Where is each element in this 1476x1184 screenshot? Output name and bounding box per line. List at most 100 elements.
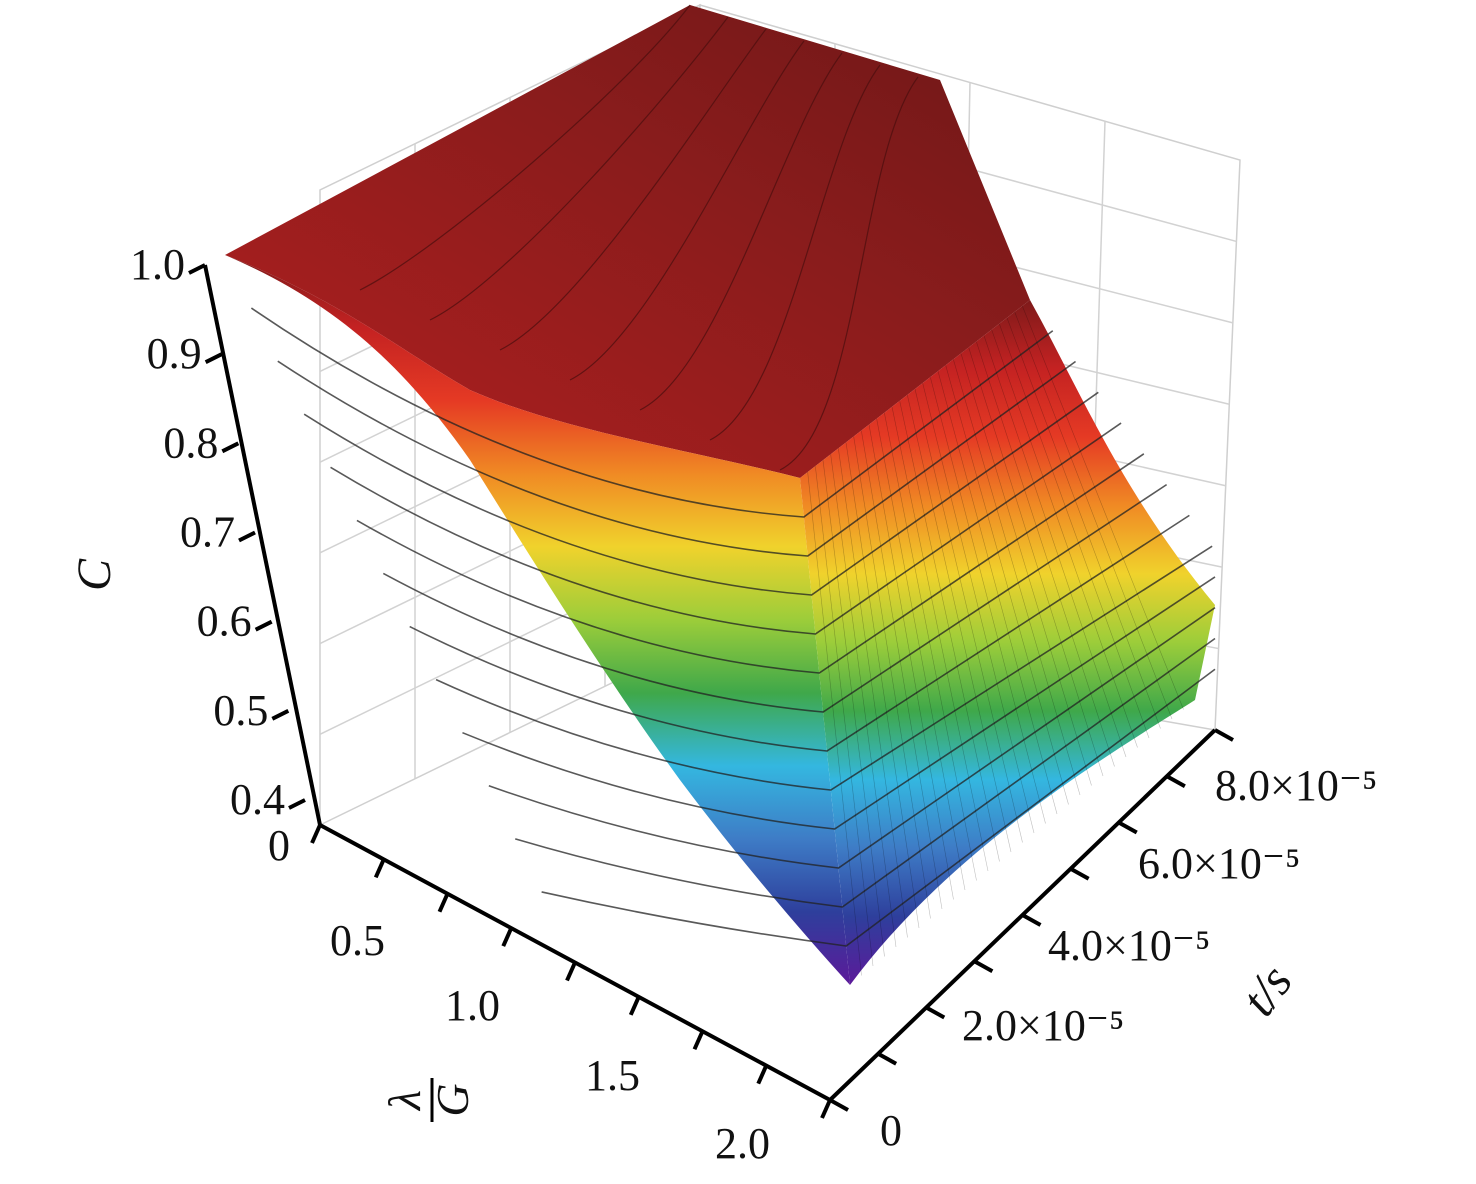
contour-line xyxy=(303,391,1099,596)
mesh-line xyxy=(960,353,1092,786)
x-axis-title: λ G xyxy=(379,1078,478,1122)
mesh-line xyxy=(914,388,1023,843)
x-tick-label: 1.0 xyxy=(445,981,500,1030)
mesh-line xyxy=(822,460,885,957)
x-tick xyxy=(692,1030,705,1051)
mesh-line xyxy=(868,424,954,900)
contour-line xyxy=(462,576,1216,830)
z-tick-label: 0.6 xyxy=(197,597,252,646)
surface-ridges xyxy=(359,4,919,471)
ridge-line xyxy=(359,4,691,291)
surface-mesh-lines xyxy=(807,305,1184,976)
surface-top xyxy=(225,5,1030,478)
y-tick xyxy=(925,1005,946,1020)
z-tick xyxy=(288,798,306,810)
mesh-line xyxy=(853,436,931,919)
mesh-line xyxy=(1014,311,1173,720)
contour-line xyxy=(277,360,1077,557)
y-tick-label: 6.0×10⁻⁵ xyxy=(1138,839,1300,888)
mesh-line xyxy=(891,406,989,872)
ridge-line xyxy=(779,76,919,471)
x-tick xyxy=(820,1099,832,1119)
z-tick-label: 0.5 xyxy=(213,686,268,735)
z-tick-label: 0.8 xyxy=(163,418,218,467)
y-tick xyxy=(1165,774,1186,788)
y-tick xyxy=(877,1052,898,1066)
contour-line xyxy=(356,453,1145,674)
x-tick xyxy=(756,1064,769,1085)
x-tick xyxy=(501,927,514,947)
axis-ticks xyxy=(188,263,1234,1119)
contour-line xyxy=(382,483,1168,713)
mesh-line xyxy=(976,341,1115,767)
ridge-line xyxy=(639,52,843,411)
y-tick xyxy=(829,1098,849,1112)
y-tick xyxy=(1214,728,1234,742)
mesh-line xyxy=(884,412,977,881)
ridge-line xyxy=(499,28,767,351)
z-tick xyxy=(238,530,256,543)
contour-line xyxy=(250,307,1054,518)
ridge-line xyxy=(429,16,729,321)
x-tick xyxy=(373,858,386,879)
z-tick xyxy=(188,263,206,275)
ridge-line xyxy=(569,40,805,381)
mesh-line xyxy=(937,371,1058,815)
contour-line xyxy=(515,637,1216,908)
y-tick xyxy=(1021,913,1042,927)
x-tick xyxy=(310,824,322,844)
z-tick xyxy=(204,352,223,364)
y-tick xyxy=(1117,820,1138,835)
y-tick-label: 8.0×10⁻⁵ xyxy=(1215,761,1377,810)
y-tick xyxy=(973,959,994,973)
x-axis-title-denominator: G xyxy=(427,1083,478,1116)
mesh-line xyxy=(999,323,1150,739)
mesh-line xyxy=(1006,317,1161,729)
x-tick-label: 2.0 xyxy=(715,1119,770,1168)
contour-line xyxy=(409,514,1190,752)
z-axis-title: C xyxy=(68,558,121,591)
mesh-line xyxy=(930,377,1046,824)
contour-line xyxy=(541,668,1216,947)
contour-line xyxy=(435,545,1213,791)
z-tick-label: 0.4 xyxy=(230,775,285,824)
z-axis-line xyxy=(203,264,322,826)
y-tick-label: 4.0×10⁻⁵ xyxy=(1048,921,1210,970)
mesh-line xyxy=(907,394,1012,853)
mesh-line xyxy=(845,442,920,929)
z-tick xyxy=(271,709,290,721)
y-tick-label: 0 xyxy=(880,1106,902,1155)
contour-line xyxy=(488,607,1216,869)
mesh-line xyxy=(968,347,1104,777)
surface-front-face xyxy=(225,255,850,985)
x-tick-label: 0.5 xyxy=(330,916,385,965)
tick-labels: 0.4 0.5 0.6 0.7 0.8 0.9 1.0 0 0.5 1.0 1.5 2.0 0 2.0×1… xyxy=(130,240,1377,1168)
mesh-line xyxy=(899,400,1000,862)
mesh-line xyxy=(1022,305,1184,710)
ridge-line xyxy=(709,64,881,441)
surface xyxy=(225,4,1216,985)
mesh-line xyxy=(815,466,874,967)
mesh-line xyxy=(838,448,908,938)
y-tick xyxy=(1069,867,1090,881)
z-tick-label: 0.7 xyxy=(180,508,235,557)
surface-contour-lines xyxy=(250,307,1216,947)
mesh-line xyxy=(830,454,897,948)
contour-line xyxy=(330,422,1122,635)
y-tick-label: 2.0×10⁻⁵ xyxy=(962,1001,1124,1050)
x-tick xyxy=(437,892,450,913)
mesh-line xyxy=(861,430,943,910)
mesh-line xyxy=(991,329,1138,748)
y-axis-title: t/s xyxy=(1230,954,1303,1025)
z-tick-label: 1.0 xyxy=(130,240,185,289)
x-tick xyxy=(628,996,641,1016)
x-axis-title-numerator: λ xyxy=(379,1090,430,1112)
z-tick-label: 0.9 xyxy=(147,329,202,378)
mesh-line xyxy=(876,418,966,891)
mesh-line xyxy=(945,365,1069,805)
mesh-line xyxy=(983,335,1127,758)
mesh-line xyxy=(953,359,1081,796)
z-tick xyxy=(254,619,273,632)
x-tick xyxy=(565,961,577,982)
